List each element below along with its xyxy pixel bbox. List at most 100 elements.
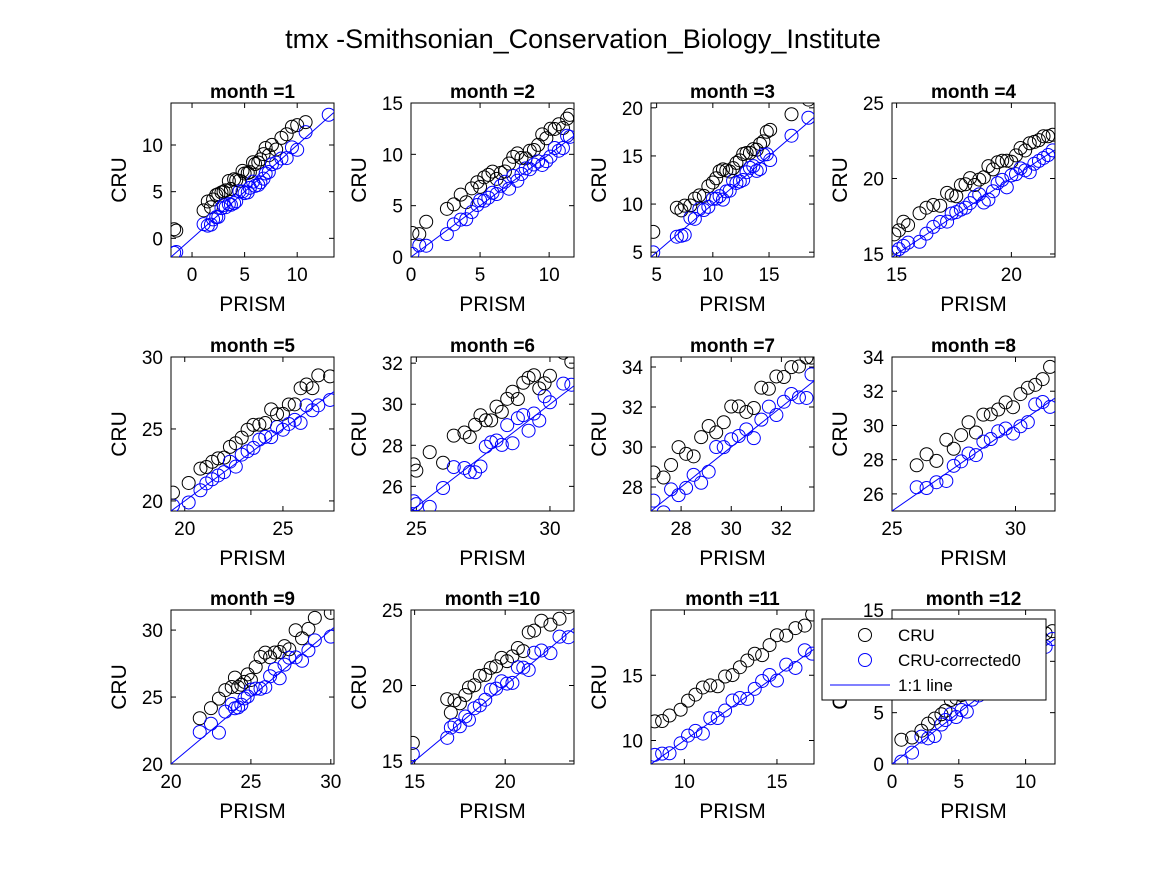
point-cru-corrected — [556, 376, 571, 391]
point-cru — [967, 178, 982, 193]
point-cru-corrected — [724, 432, 739, 447]
point-cru — [761, 381, 776, 396]
point-cru — [499, 654, 514, 669]
point-cru-corrected — [477, 193, 492, 208]
point-cru-corrected — [892, 245, 902, 257]
point-cru-corrected — [229, 194, 244, 209]
point-cru — [171, 222, 182, 237]
point-cru — [171, 223, 184, 238]
point-cru-corrected — [323, 392, 334, 407]
point-cru — [1018, 143, 1033, 158]
point-cru — [722, 164, 737, 179]
point-cru — [776, 370, 791, 385]
point-cru — [256, 147, 271, 162]
point-cru — [998, 395, 1013, 410]
point-cru-corrected — [412, 238, 427, 253]
point-cru — [223, 181, 238, 196]
point-cru-corrected — [762, 667, 777, 682]
point-cru-corrected — [288, 650, 303, 665]
point-cru-corrected — [694, 475, 709, 490]
y-axis-label: CRU — [829, 411, 852, 457]
point-cru-corrected — [446, 460, 461, 475]
point-cru-corrected — [739, 422, 754, 437]
point-cru-corrected — [701, 199, 716, 214]
y-tick-label: 30 — [142, 621, 163, 642]
point-cru-corrected — [705, 191, 720, 206]
y-tick-label: 34 — [622, 358, 644, 379]
point-cru-corrected — [905, 745, 920, 760]
point-cru — [747, 646, 762, 661]
point-cru — [926, 197, 941, 212]
point-cru-corrected — [518, 161, 533, 176]
point-cru-corrected — [968, 448, 983, 463]
point-cru-corrected — [484, 435, 499, 450]
x-tick-label: 10 — [287, 265, 308, 286]
y-tick-label: 28 — [382, 436, 403, 457]
point-cru — [961, 415, 976, 430]
point-cru-corrected — [1004, 168, 1019, 183]
point-cru-corrected — [976, 195, 991, 210]
point-cru-corrected — [531, 154, 546, 169]
point-cru — [500, 391, 515, 406]
point-cru-corrected — [740, 691, 755, 706]
point-cru — [662, 708, 677, 723]
scatter-points — [651, 610, 814, 762]
point-cru-corrected — [258, 429, 273, 444]
point-cru-corrected — [181, 495, 196, 510]
point-cru — [560, 111, 574, 126]
point-cru-corrected — [804, 367, 814, 382]
point-cru-corrected — [746, 159, 761, 174]
point-cru-corrected — [311, 398, 326, 413]
point-cru-corrected — [464, 205, 479, 220]
point-cru — [686, 449, 701, 464]
point-cru-corrected — [959, 704, 974, 719]
subplot-title: month =4 — [931, 82, 1016, 103]
y-tick-label: 10 — [382, 145, 403, 166]
point-cru — [534, 613, 549, 628]
point-cru — [526, 368, 541, 383]
point-cru — [274, 130, 289, 145]
x-tick-label: 32 — [771, 519, 792, 540]
point-cru-corrected — [709, 440, 724, 455]
point-cru — [251, 155, 266, 170]
point-cru-corrected — [470, 198, 485, 213]
point-cru-corrected — [688, 723, 703, 738]
point-cru — [753, 136, 768, 151]
point-cru-corrected — [929, 475, 944, 490]
point-cru-corrected — [248, 681, 263, 696]
point-cru-corrected — [1028, 397, 1043, 412]
point-cru — [489, 399, 504, 414]
y-tick-label: 20 — [382, 676, 403, 697]
point-cru-corrected — [651, 493, 661, 508]
point-cru — [1036, 129, 1051, 144]
y-axis-label: CRU — [588, 664, 611, 710]
point-cru-corrected — [494, 437, 509, 452]
legend-label-line: 1:1 line — [898, 676, 953, 695]
point-cru — [483, 660, 498, 675]
point-cru-corrected — [797, 643, 812, 658]
y-tick-label: 20 — [622, 99, 643, 120]
point-cru-corrected — [171, 245, 184, 257]
point-cru-corrected — [805, 646, 814, 661]
point-cru — [769, 369, 784, 384]
subplot-title: month =6 — [450, 336, 535, 357]
point-cru-corrected — [481, 190, 496, 205]
point-cru-corrected — [461, 712, 476, 727]
point-cru — [709, 171, 724, 186]
point-cru — [264, 137, 279, 152]
point-cru — [171, 485, 180, 500]
point-cru — [742, 145, 757, 160]
scatter-points — [171, 368, 334, 511]
point-cru-corrected — [779, 657, 794, 672]
x-tick-label: 15 — [758, 265, 779, 286]
point-cru-corrected — [1041, 148, 1055, 163]
point-cru-corrected — [411, 747, 420, 762]
point-cru-corrected — [896, 238, 911, 253]
point-cru — [718, 669, 733, 684]
point-cru — [656, 470, 671, 485]
point-cru-corrected — [274, 151, 289, 166]
point-cru-corrected — [651, 245, 661, 257]
point-cru — [224, 679, 239, 694]
y-tick-label: 5 — [873, 704, 884, 725]
